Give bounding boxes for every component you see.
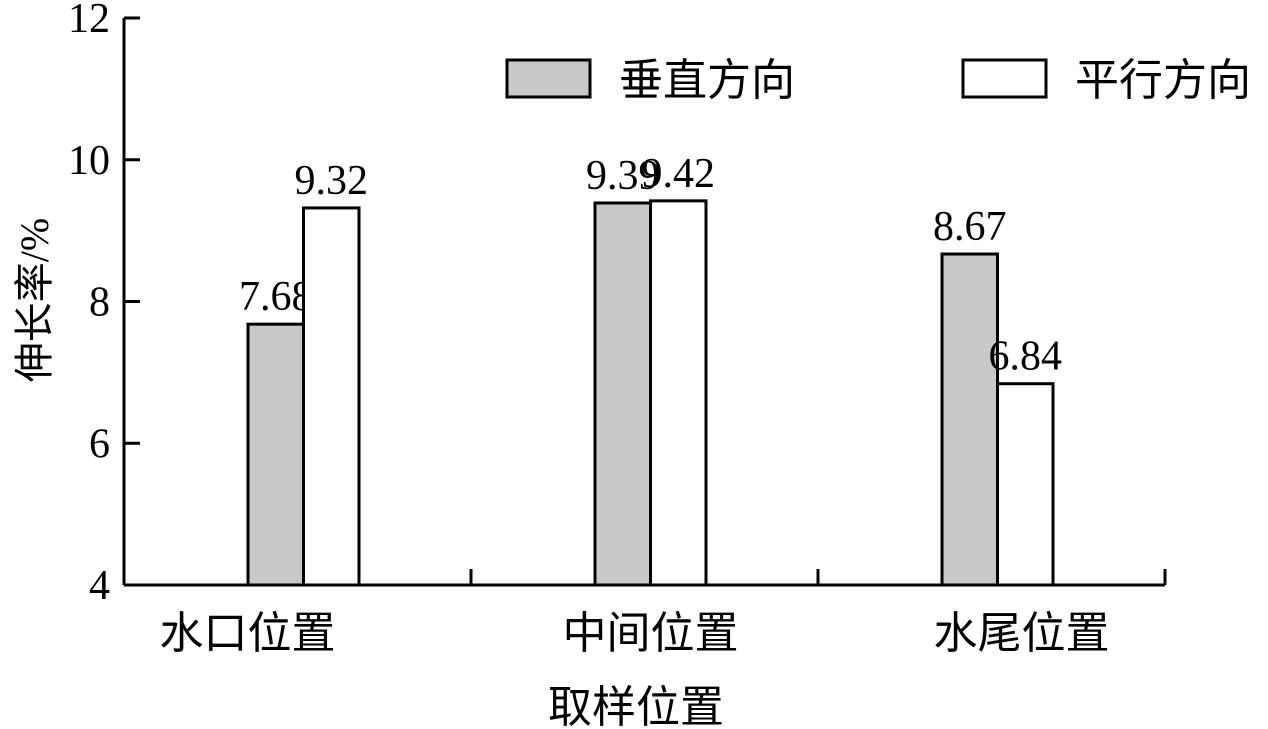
bar-vertical: [246, 322, 305, 587]
data-label: 7.68: [239, 274, 313, 320]
y-axis-label: 伸长率/%: [12, 218, 57, 382]
x-tick-label: 水尾位置: [934, 609, 1110, 658]
x-axis-label: 取样位置: [548, 683, 724, 729]
x-tick-label: 水口位置: [160, 609, 336, 658]
y-tick-label: 6: [89, 421, 110, 467]
axes: 4 6 8 10 12 水口位置 中间位置 水尾位置: [68, 0, 1167, 658]
bar-parallel: [302, 206, 361, 587]
y-tick-label: 12: [68, 0, 110, 42]
bar-parallel: [996, 382, 1055, 587]
bar-vertical: [593, 201, 652, 587]
data-label: 9.42: [642, 151, 716, 197]
y-tick-label: 4: [89, 563, 110, 609]
legend: 垂直方向 平行方向: [505, 56, 1251, 105]
data-label: 8.67: [933, 204, 1007, 250]
data-label: 6.84: [989, 334, 1063, 380]
data-label: 9.39: [586, 153, 660, 199]
legend-label: 垂直方向: [619, 56, 795, 105]
x-tick-label: 中间位置: [563, 609, 739, 658]
legend-swatch: [961, 58, 1048, 99]
data-label: 9.32: [295, 158, 369, 204]
y-tick-label: 8: [89, 280, 110, 326]
legend-label: 平行方向: [1075, 56, 1251, 105]
legend-swatch: [505, 58, 592, 99]
bar-parallel: [649, 199, 708, 587]
bar-vertical: [940, 252, 999, 587]
bars: 7.68 9.32 9.399.42 8.67 6.84: [239, 151, 1063, 587]
y-tick-label: 10: [68, 138, 110, 184]
